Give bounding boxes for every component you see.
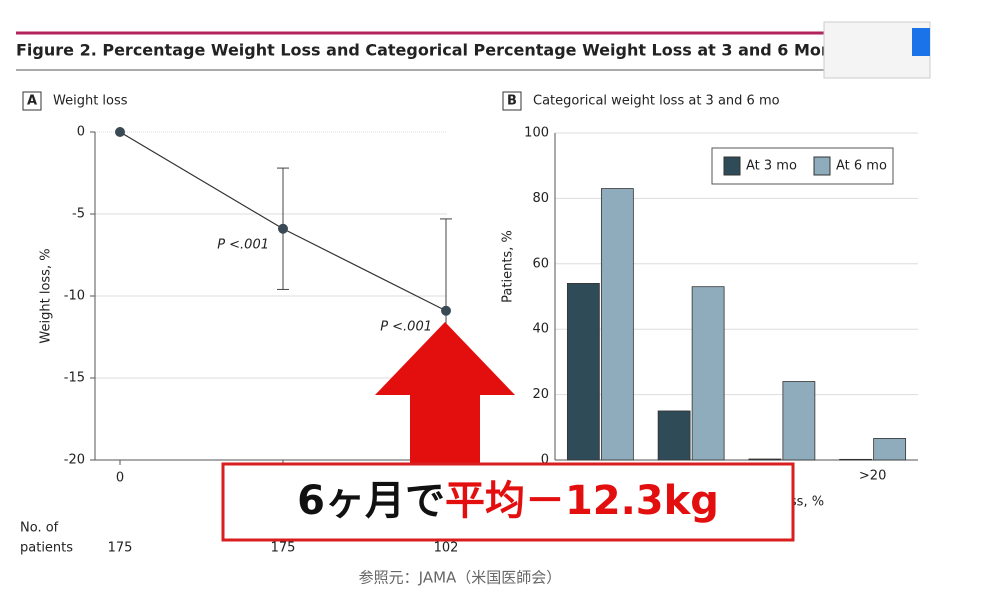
bar [600,188,634,461]
y-axis-label: Weight loss, % [39,248,54,343]
y-tick-label: 60 [532,256,549,271]
popup-button[interactable] [912,28,930,56]
x-tick-label: 0 [116,471,124,486]
bar [566,283,600,461]
panel-label-box [22,91,42,111]
overlay-prefix: 6ヶ月で [297,478,445,524]
bar [657,410,691,461]
legend-label: At 3 mo [746,159,797,174]
bar [873,438,907,461]
legend-box [711,147,894,185]
bar [839,458,873,461]
legend-swatch [723,156,741,176]
patients-count: 175 [271,541,296,556]
y-axis-label: Patients, % [501,230,516,303]
panel-label-box [502,91,522,111]
panel-label: B [507,94,517,109]
legend-label: At 6 mo [836,159,887,174]
overlay-highlight: 平均－12.3kg [445,478,719,524]
y-tick-label: 20 [532,387,549,402]
annotation: P <.001 [380,319,432,334]
x-tick-label: >20 [859,469,886,484]
panel-title: Categorical weight loss at 3 and 6 mo [533,94,780,109]
bar [691,286,725,461]
charts: A Weight loss Weight loss, % 0 -5 -10 -15 -20 0 P… [20,91,918,556]
overlay: 6ヶ月で平均－12.3kg [221,322,795,542]
panel-label: A [27,94,37,109]
y-tick-label: -20 [64,453,85,468]
bar [782,381,816,461]
overlay-box [221,462,795,542]
y-tick-label: -5 [72,207,85,222]
legend-swatch [813,156,831,176]
y-tick-label: 40 [532,322,549,337]
annotation: P <.001 [217,237,269,252]
patients-count: 102 [434,541,459,556]
figure-title: Figure 2. Percentage Weight Loss and Cat… [16,41,861,60]
patients-label: No. of [20,521,59,536]
overlay-text: 6ヶ月で平均－12.3kg [297,478,719,524]
y-tick-label: 80 [532,191,549,206]
y-tick-label: 0 [77,125,85,140]
patients-count: 175 [108,541,133,556]
patients-label: patients [20,541,73,556]
data-point [441,305,451,316]
source: 参照元：JAMA（米国医師会） [359,569,562,587]
data-point [115,127,125,137]
panel-title: Weight loss [53,94,128,109]
data-point [278,223,288,234]
y-tick-label: 100 [524,126,549,141]
y-tick-label: -10 [64,289,85,304]
y-tick-label: -15 [64,371,85,386]
bar [748,458,782,461]
arrow [375,322,515,470]
y-tick-label: 0 [541,453,549,468]
